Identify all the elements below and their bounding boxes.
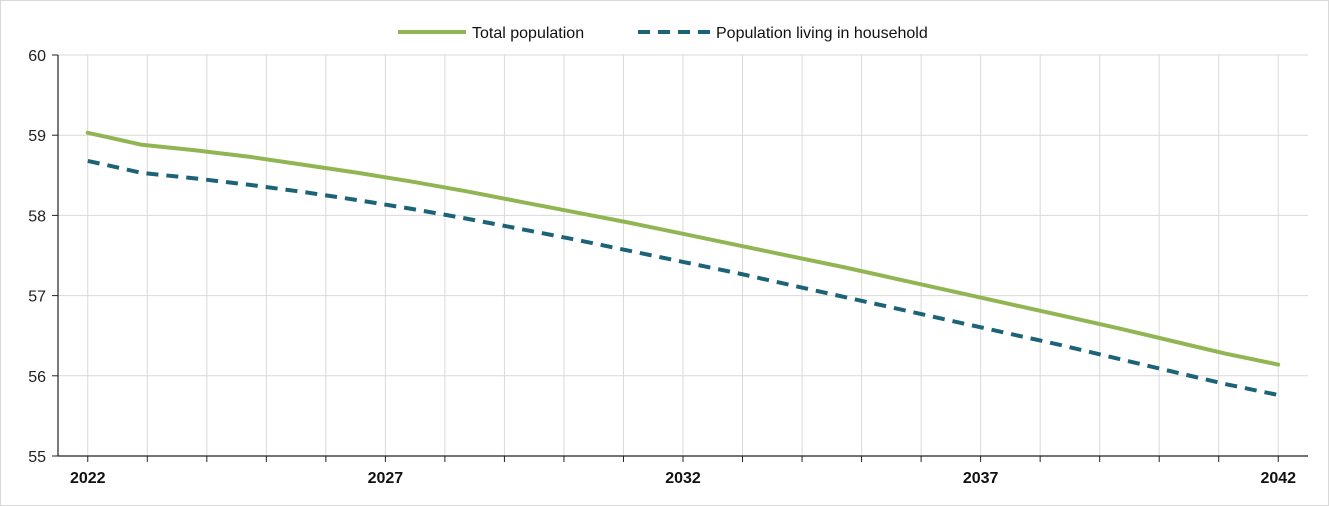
x-tick-label: 2032 (665, 470, 701, 487)
series-line-total-population (85, 130, 1281, 367)
legend-label: Population living in household (716, 25, 928, 42)
y-tick-label: 59 (28, 128, 46, 145)
y-tick-label: 58 (28, 208, 46, 225)
y-tick-label: 56 (28, 369, 46, 386)
y-tick-label: 57 (28, 289, 46, 306)
y-tick-label: 60 (28, 48, 46, 65)
x-tick-label: 2042 (1260, 470, 1296, 487)
y-tick-label: 55 (28, 449, 46, 466)
series-line-population-household (87, 158, 1279, 397)
legend-label: Total population (472, 25, 584, 42)
x-tick-label: 2037 (963, 470, 999, 487)
x-tick-label: 2022 (70, 470, 106, 487)
x-tick-label: 2027 (368, 470, 404, 487)
